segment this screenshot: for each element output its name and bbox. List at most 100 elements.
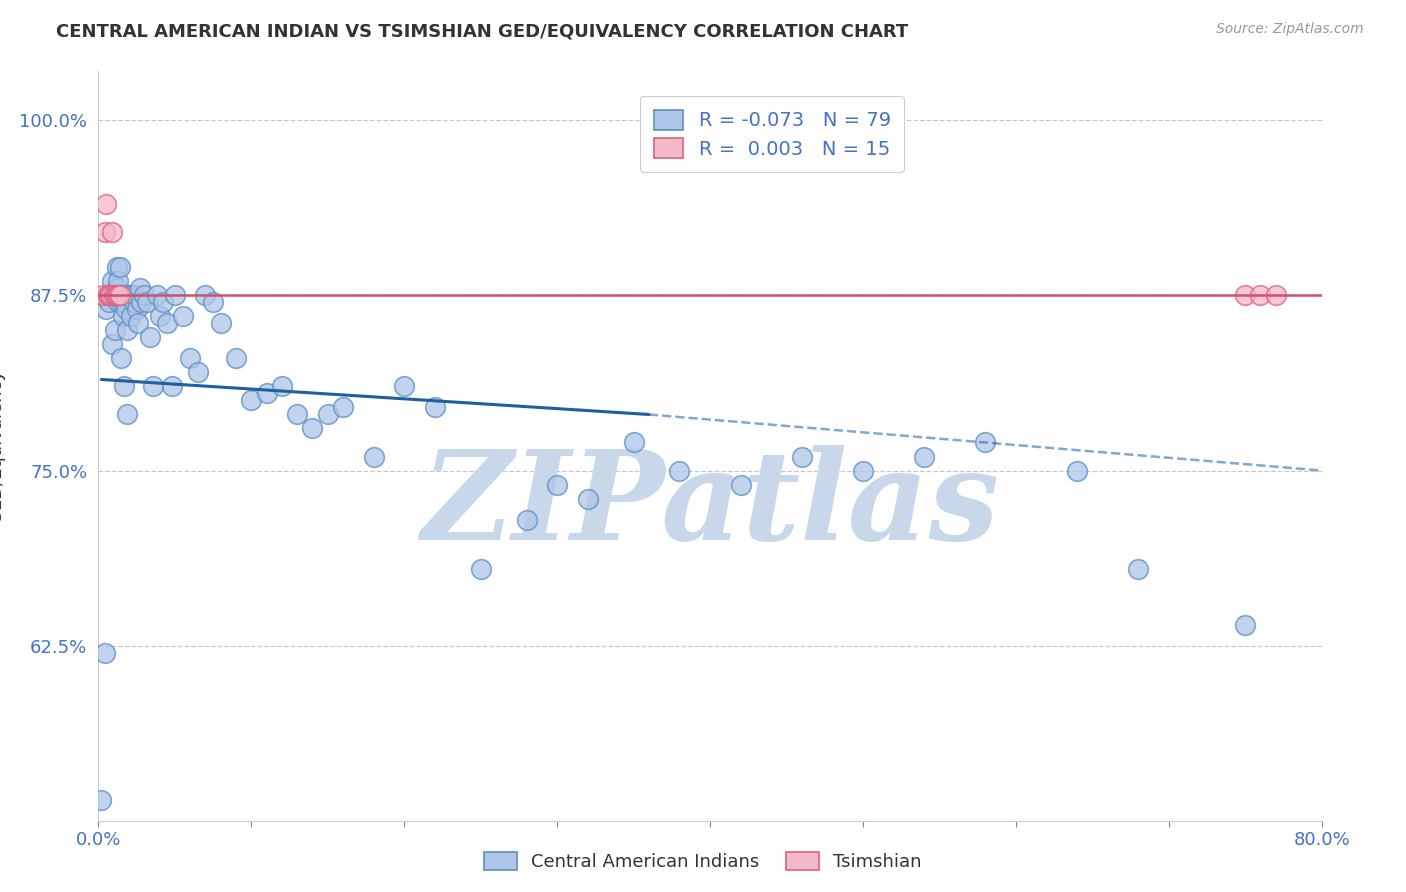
Point xyxy=(124,288,146,302)
Point xyxy=(107,288,129,302)
Point xyxy=(1234,288,1257,302)
Point xyxy=(97,288,120,302)
Point xyxy=(94,197,117,211)
Point xyxy=(392,379,416,393)
Text: Source: ZipAtlas.com: Source: ZipAtlas.com xyxy=(1216,22,1364,37)
Point xyxy=(160,379,183,393)
Point xyxy=(125,302,148,317)
Point xyxy=(209,317,232,331)
Point xyxy=(115,288,138,302)
Point xyxy=(110,295,132,310)
Point xyxy=(363,450,385,464)
Point xyxy=(240,393,263,408)
Point xyxy=(118,288,141,302)
Point xyxy=(134,288,156,302)
Point xyxy=(112,295,135,310)
Point xyxy=(149,310,172,324)
Point xyxy=(93,646,115,660)
Point xyxy=(108,288,131,302)
Point xyxy=(1249,288,1271,302)
Point xyxy=(115,302,138,317)
Point xyxy=(101,226,124,240)
Point xyxy=(105,260,128,275)
Point xyxy=(103,288,125,302)
Point xyxy=(103,288,125,302)
Point xyxy=(127,317,149,331)
Point xyxy=(194,288,217,302)
Point xyxy=(202,295,225,310)
Point xyxy=(111,310,134,324)
Point xyxy=(100,288,122,302)
Point xyxy=(256,386,278,401)
Point xyxy=(301,421,323,435)
Text: CENTRAL AMERICAN INDIAN VS TSIMSHIAN GED/EQUIVALENCY CORRELATION CHART: CENTRAL AMERICAN INDIAN VS TSIMSHIAN GED… xyxy=(56,22,908,40)
Point xyxy=(790,450,813,464)
Point xyxy=(107,275,129,289)
Point xyxy=(110,351,132,366)
Point xyxy=(105,281,128,295)
Y-axis label: GED/Equivalency: GED/Equivalency xyxy=(0,369,6,523)
Point xyxy=(316,408,339,422)
Legend: R = -0.073   N = 79, R =  0.003   N = 15: R = -0.073 N = 79, R = 0.003 N = 15 xyxy=(640,96,904,172)
Point xyxy=(270,379,292,393)
Point xyxy=(97,288,120,302)
Point xyxy=(470,561,492,575)
Point xyxy=(101,337,124,351)
Point xyxy=(98,288,121,302)
Point xyxy=(1128,561,1150,575)
Point xyxy=(163,288,186,302)
Text: ZIPatlas: ZIPatlas xyxy=(420,445,1000,566)
Point xyxy=(142,379,165,393)
Point xyxy=(104,288,127,302)
Point xyxy=(516,512,538,526)
Point xyxy=(104,323,127,337)
Point xyxy=(172,310,194,324)
Point xyxy=(100,288,122,302)
Point xyxy=(112,379,135,393)
Point xyxy=(576,491,599,506)
Point xyxy=(91,288,114,302)
Point xyxy=(332,401,354,415)
Point xyxy=(94,302,117,317)
Point xyxy=(1234,617,1257,632)
Point xyxy=(117,323,139,337)
Point xyxy=(187,366,209,380)
Point xyxy=(90,792,112,806)
Point xyxy=(128,281,150,295)
Point xyxy=(1264,288,1286,302)
Point xyxy=(546,477,568,491)
Point xyxy=(108,260,131,275)
Point xyxy=(974,435,997,450)
Point xyxy=(120,310,142,324)
Point xyxy=(668,463,690,477)
Point xyxy=(93,226,115,240)
Point xyxy=(852,463,875,477)
Point xyxy=(117,408,139,422)
Point xyxy=(139,330,162,344)
Point xyxy=(152,295,174,310)
Legend: Central American Indians, Tsimshian: Central American Indians, Tsimshian xyxy=(477,845,929,879)
Point xyxy=(423,401,446,415)
Point xyxy=(156,317,179,331)
Point xyxy=(104,288,127,302)
Point xyxy=(105,288,128,302)
Point xyxy=(225,351,247,366)
Point xyxy=(912,450,935,464)
Point xyxy=(730,477,752,491)
Point xyxy=(145,288,167,302)
Point xyxy=(103,288,125,302)
Point xyxy=(623,435,645,450)
Point xyxy=(1066,463,1088,477)
Point xyxy=(111,288,134,302)
Point xyxy=(129,295,152,310)
Point xyxy=(122,295,145,310)
Point xyxy=(110,288,132,302)
Point xyxy=(101,275,124,289)
Point xyxy=(107,295,129,310)
Point xyxy=(136,295,159,310)
Point xyxy=(98,295,121,310)
Point xyxy=(108,288,131,302)
Point xyxy=(285,408,308,422)
Point xyxy=(121,288,143,302)
Point xyxy=(179,351,201,366)
